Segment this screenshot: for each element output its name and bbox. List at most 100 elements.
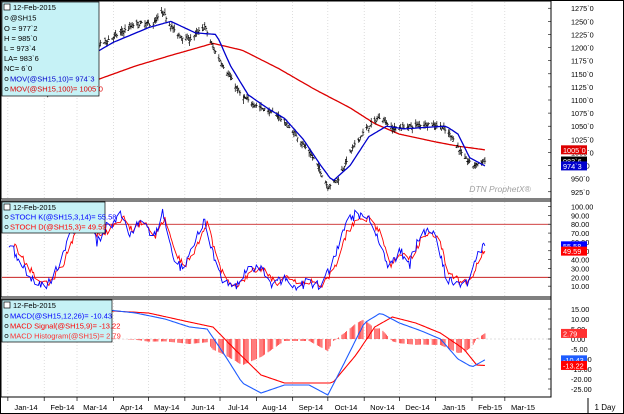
ohlc-bar	[337, 176, 340, 185]
ohlc-bar	[378, 113, 381, 120]
ohlc-bar	[173, 24, 176, 33]
signal-marker-icon	[4, 324, 9, 328]
y-tick-label: 1275`0	[571, 4, 594, 13]
ohlc-bar	[263, 107, 266, 111]
interval-label[interactable]: 1 Day	[595, 403, 616, 412]
ohlc-bar	[366, 125, 369, 128]
legend-collapse-icon[interactable]	[3, 301, 11, 309]
macd-legend-hist: MACD Histogram(@SH15)= 2.79	[10, 332, 121, 341]
legend-collapse-icon[interactable]	[3, 203, 11, 211]
ohlc-bar	[217, 54, 221, 62]
stoch-d-value-box: 49.59	[561, 246, 587, 256]
x-tick-label: Dec-14	[405, 403, 429, 412]
ohlc-bar	[312, 157, 315, 160]
y-tick-label: 1200`0	[571, 44, 594, 53]
y-tick-label: 100.00	[571, 203, 593, 212]
ma100-value-box-bg	[561, 145, 587, 155]
y-tick-label: 80.00	[571, 220, 589, 229]
ohlc-bar	[427, 122, 430, 126]
y-tick-label: 1150`0	[571, 70, 593, 79]
x-tick-label: Jun-14	[191, 403, 214, 412]
y-tick-label: 20.00	[571, 273, 589, 282]
x-tick-label: Jan-15	[442, 403, 465, 412]
stoch-k-value-box: 55.58	[561, 241, 587, 251]
legend-ma10: MOV(@SH15,10)= 974`3	[10, 75, 95, 84]
ohlc-bar	[238, 90, 242, 96]
x-tick-label: Nov-14	[370, 403, 394, 412]
legend-collapse-icon[interactable]	[3, 3, 11, 11]
ohlc-bar	[287, 123, 291, 129]
x-tick-label: Mar-14	[83, 403, 107, 412]
ohlc-bar	[218, 58, 222, 62]
x-tick-label: Jan-14	[14, 403, 37, 412]
hist-value-box-text: 2.79	[563, 329, 577, 338]
ma10-marker-icon	[4, 77, 9, 81]
ma10-value-box: 974`3	[561, 161, 587, 171]
macd-value-box: -10.43	[561, 355, 587, 365]
ohlc-bar	[448, 129, 451, 138]
legend-symbol: @SH15	[10, 14, 36, 23]
y-tick-label: 15.00	[571, 305, 589, 314]
x-tick-label: Oct-14	[335, 403, 358, 412]
ohlc-bar	[460, 149, 463, 157]
legend-date: 12-Feb-2015	[13, 3, 56, 12]
ohlc-bar	[353, 140, 357, 148]
ohlc-bar	[279, 116, 283, 123]
ohlc-bar	[435, 121, 439, 129]
y-tick-label: 1025`0	[571, 135, 594, 144]
macd-value-box-text: -10.43	[563, 356, 584, 365]
y-tick-label: 950`0	[571, 175, 590, 184]
ohlc-bar	[230, 74, 233, 81]
ohlc-bar	[161, 10, 164, 18]
ohlc-bar	[212, 47, 216, 53]
y-tick-label: 1175`0	[571, 57, 593, 66]
x-tick-label: May-14	[154, 403, 179, 412]
ohlc-bar	[411, 125, 414, 134]
stoch-d-marker-icon	[4, 225, 9, 229]
ohlc-bar	[370, 117, 373, 128]
ohlc-bar	[367, 127, 371, 133]
y-tick-label: 0.00	[571, 335, 585, 344]
ma100-value-box-text: 1005`0	[563, 146, 586, 155]
ohlc-bar	[99, 39, 102, 47]
ma10-value-box-bg	[561, 161, 587, 171]
ohlc-bar	[137, 23, 141, 28]
ohlc-bar	[255, 102, 258, 108]
ohlc-bar	[204, 25, 208, 31]
ohlc-bar	[468, 158, 471, 164]
signal-value-box-bg	[561, 360, 587, 370]
macd-marker-icon	[4, 314, 9, 318]
x-axis: Jan-14 Feb-14 Mar-14 Apr-14 May-14 Jun-14 Jul-…	[7, 397, 535, 412]
ma100-marker-icon	[4, 87, 9, 91]
ohlc-bar	[163, 8, 167, 16]
y-tick-label: 90.00	[571, 211, 589, 220]
macd-value-box-bg	[561, 355, 587, 365]
ohlc-bar	[320, 175, 324, 178]
ohlc-bar	[181, 37, 184, 44]
stochastic-legend: 12-Feb-2015 STOCH K(@SH15,3,14)= 55.58 S…	[1, 201, 116, 234]
ohlc-bar	[385, 120, 388, 125]
ohlc-bar	[211, 43, 215, 50]
y-tick-label: 1075`0	[571, 109, 594, 118]
ohlc-bar	[177, 32, 181, 37]
ohlc-bar	[361, 128, 365, 136]
x-tick-label: Apr-14	[120, 403, 143, 412]
macd-legend-macd: MACD(@SH15,12,26)= -10.43	[10, 312, 112, 321]
y-tick-label: -5.00	[571, 345, 588, 354]
macd-legend: 12-Feb-2015 MACD(@SH15,12,26)= -10.43 MA…	[1, 299, 121, 343]
stoch-legend-k: STOCH K(@SH15,3,14)= 55.58	[10, 213, 116, 222]
legend-net-change: NC= 6`0	[4, 64, 32, 73]
y-tick-label: 30.00	[571, 264, 589, 273]
legend-open: O = 977`2	[4, 24, 38, 33]
price-legend: 12-Feb-2015 @SH15 O = 977`2 H = 985`0 L …	[1, 1, 103, 97]
y-tick-label: 70.00	[571, 229, 589, 238]
ma10-value-box-text: 974`3	[563, 162, 582, 171]
ohlc-bar	[295, 133, 298, 137]
ohlc-bar	[147, 19, 150, 24]
watermark: DTN ProphetX®	[469, 184, 531, 194]
ohlc-bar	[132, 23, 135, 29]
stoch-k-value-box-text: 55.58	[563, 242, 581, 251]
hist-value-box-bg	[561, 328, 587, 338]
ma10-line	[24, 20, 486, 181]
x-tick-label: Feb-14	[50, 403, 74, 412]
